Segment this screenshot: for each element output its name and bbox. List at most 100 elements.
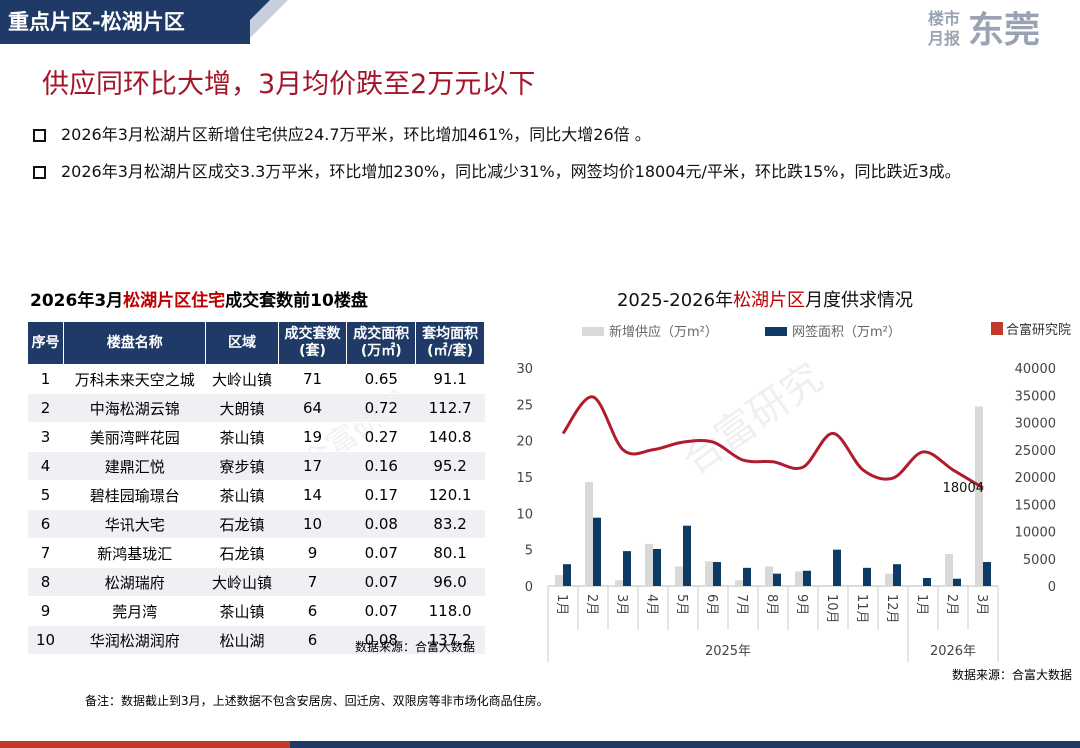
table-cell: 6 [278, 596, 347, 626]
footnote: 备注：数据截止到3月，上述数据不包含安居房、回迁房、双限房等非市场化商品住房。 [85, 694, 549, 708]
table-cell: 华讯大宅 [63, 509, 206, 539]
table-cell: 83.2 [415, 509, 485, 539]
data-label: 18004 [943, 481, 984, 496]
table-row: 3 美丽湾畔花园 茶山镇 19 0.27 140.8 [27, 422, 485, 452]
group-label: 2026年 [930, 644, 976, 659]
brand-small: 月报 [927, 29, 960, 48]
table-row: 6 华讯大宅 石龙镇 10 0.08 83.2 [27, 509, 485, 539]
table-cell: 112.7 [415, 393, 485, 423]
y-tick-label: 0 [525, 580, 533, 595]
x-tick-label: 1月 [914, 594, 929, 615]
table-cell: 6 [27, 509, 64, 539]
bullet-text: 2026年3月松湖片区新增住宅供应24.7万平米，环比增加461%，同比大增26… [61, 125, 651, 144]
y2-tick-label: 10000 [1015, 526, 1056, 541]
table-cell: 0.27 [346, 422, 416, 452]
bar [645, 543, 653, 586]
table-cell: 4 [27, 451, 64, 481]
table-title: 2026年3月松湖片区住宅成交套数前10楼盘 [30, 286, 368, 311]
table-cell: 0.65 [346, 364, 416, 394]
y2-tick-label: 30000 [1015, 417, 1056, 432]
bullet: 2026年3月松湖片区新增住宅供应24.7万平米，环比增加461%，同比大增26… [33, 118, 1053, 151]
table-row: 8 松湖瑞府 大岭山镇 7 0.07 96.0 [27, 567, 485, 597]
source: 数据来源：合富大数据 [355, 640, 476, 654]
table-cell: 松湖瑞府 [63, 567, 206, 597]
y-tick-label: 30 [516, 362, 533, 377]
table-cell: 95.2 [415, 451, 485, 481]
legend-swatch [765, 327, 787, 336]
brand-small: 楼市 [928, 9, 960, 28]
y2-tick-label: 20000 [1015, 471, 1056, 486]
table-cell: 0.72 [346, 393, 416, 423]
table-cell: 茶山镇 [205, 422, 279, 452]
table-cell: 0.08 [346, 625, 416, 655]
title-part: 2026年3月 [30, 291, 124, 311]
table-cell: 茶山镇 [205, 596, 279, 626]
table-cell: 80.1 [415, 538, 485, 568]
y-tick-label: 5 [525, 544, 533, 559]
source: 数据来源：合富大数据 [952, 668, 1073, 682]
bar [803, 570, 811, 586]
chart-title: 2025-2026年松湖片区月度供求情况 [617, 290, 913, 311]
brand-big: 东莞 [968, 10, 1040, 51]
table-cell: 莞月湾 [63, 596, 206, 626]
table-row: 1 万科未来天空之城 大岭山镇 71 0.65 91.1 [27, 364, 485, 394]
table-cell: 0.07 [346, 596, 416, 626]
y2-tick-label: 0 [1048, 580, 1056, 595]
table-row: 9 莞月湾 茶山镇 6 0.07 118.0 [27, 596, 485, 626]
table-cell: 0.17 [346, 480, 416, 510]
table-cell: 19 [278, 422, 347, 452]
table-cell: 91.1 [415, 364, 485, 394]
y2-tick-label: 35000 [1015, 389, 1056, 404]
bar [983, 562, 991, 586]
bar [945, 554, 953, 586]
x-tick-label: 4月 [644, 594, 659, 615]
bottom-bar [290, 741, 1080, 748]
table-row: 5 碧桂园瑜璟台 茶山镇 14 0.17 120.1 [27, 480, 485, 510]
bar [893, 564, 901, 586]
bar [833, 549, 841, 586]
bar [735, 580, 743, 586]
bar [743, 567, 751, 586]
x-tick-label: 2月 [944, 594, 959, 615]
y-tick-label: 25 [516, 398, 533, 413]
table-cell: 华润松湖润府 [63, 625, 206, 655]
table-cell: 7 [27, 538, 64, 568]
logo: 合富研究院 [1006, 322, 1071, 338]
table-cell: 大岭山镇 [205, 364, 279, 394]
table-cell: 5 [27, 480, 64, 510]
table-cell: 140.8 [415, 422, 485, 452]
y2-tick-label: 15000 [1015, 498, 1056, 513]
table-cell: 0.07 [346, 538, 416, 568]
table-row: 4 建鼎汇悦 寮步镇 17 0.16 95.2 [27, 451, 485, 481]
table-header: 套均面积 (㎡/套) [415, 321, 485, 365]
headline: 供应同环比大增，3月均价跌至2万元以下 [42, 69, 536, 100]
bar [705, 561, 713, 586]
y2-tick-label: 25000 [1015, 444, 1056, 459]
table-cell: 1 [27, 364, 64, 394]
bullet: 2026年3月松湖片区成交3.3万平米，环比增加230%，同比减少31%，网签均… [33, 155, 1053, 188]
title-part: 松湖片区住宅 [123, 291, 226, 311]
bar [953, 578, 961, 586]
bar [885, 573, 893, 586]
x-tick-label: 1月 [554, 594, 569, 615]
bar [563, 564, 571, 586]
title-part: 2025-2026年 [617, 290, 733, 311]
bar [975, 406, 983, 586]
bar [593, 517, 601, 586]
table-header: 楼盘名称 [63, 321, 207, 365]
table-cell: 118.0 [415, 596, 485, 626]
bar [795, 571, 803, 586]
bar [863, 567, 871, 586]
table-cell: 6 [278, 625, 347, 655]
x-tick-label: 6月 [704, 594, 719, 615]
x-tick-label: 3月 [974, 594, 989, 615]
table-cell: 碧桂园瑜璟台 [63, 480, 206, 510]
table-cell: 7 [278, 567, 347, 597]
bar [765, 566, 773, 586]
legend-label: 新增供应（万m²） [609, 324, 718, 340]
table-row: 10 华润松湖润府 松山湖 6 0.08 137.2 [27, 625, 485, 655]
bar [923, 578, 931, 586]
y-tick-label: 20 [516, 435, 533, 450]
bullet-text: 2026年3月松湖片区成交3.3万平米，环比增加230%，同比减少31%，网签均… [61, 162, 961, 181]
